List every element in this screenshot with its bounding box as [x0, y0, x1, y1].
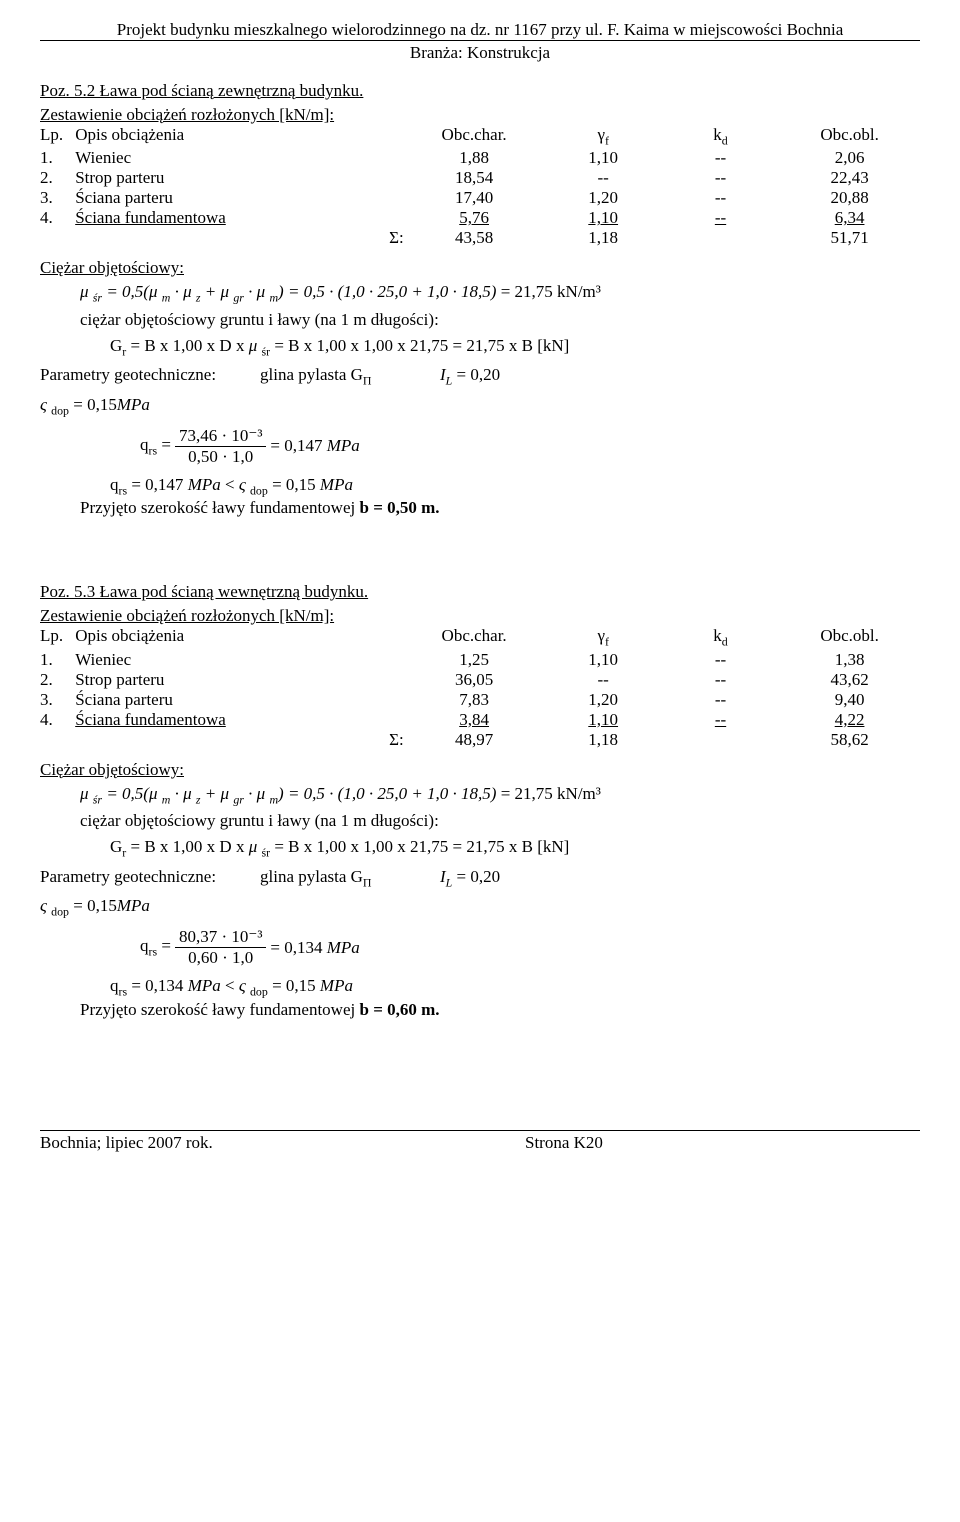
table-row: 2.Strop parteru18,54----22,43 — [40, 168, 920, 188]
page-header-subtitle: Branża: Konstrukcja — [40, 43, 920, 63]
ciezar-title-1: Ciężar objętościowy: — [40, 258, 920, 278]
qrs-formula-1: qrs = 73,46 · 10⁻³ 0,50 · 1,0 = 0,147 MP… — [140, 426, 920, 467]
geo-params-1: Parametry geotechniczne: glina pylasta G… — [40, 365, 920, 388]
col-kd: kd — [662, 125, 779, 148]
table-row: 3.Ściana parteru7,831,20--9,40 — [40, 690, 920, 710]
sum-row: Σ:43,581,1851,71 — [40, 228, 920, 248]
page-header-title: Projekt budynku mieszkalnego wielorodzin… — [40, 20, 920, 41]
section-title-5-3: Poz. 5.3 Ława pod ścianą wewnętrzną budy… — [40, 582, 920, 602]
gr-formula-2: Gr = B x 1,00 x D x μ śr = B x 1,00 x 1,… — [40, 837, 920, 860]
qrs-compare-1: qrs = 0,147 MPa < ς dop = 0,15 MPa — [40, 475, 920, 498]
il-value: IL = 0,20 — [440, 867, 500, 890]
table-row: 4.Ściana fundamentowa3,841,10--4,22 — [40, 710, 920, 730]
loads-header-row: Lp. Opis obciążenia Obc.char. γf kd Obc.… — [40, 125, 920, 148]
geo-label: Parametry geotechniczne: — [40, 365, 260, 388]
loads-title-2: Zestawienie obciążeń rozłożonych [kN/m]: — [40, 606, 920, 626]
loads-table-1: Lp. Opis obciążenia Obc.char. γf kd Obc.… — [40, 125, 920, 248]
loads-header-row: Lp. Opis obciążenia Obc.char. γf kd Obc.… — [40, 626, 920, 649]
qrs-compare-2: qrs = 0,134 MPa < ς dop = 0,15 MPa — [40, 976, 920, 999]
loads-table-2: Lp. Opis obciążenia Obc.char. γf kd Obc.… — [40, 626, 920, 749]
sigma-dop-1: ς dop = 0,15MPa — [40, 395, 920, 418]
ciezar-grunt-line-1: ciężar objętościowy gruntu i ławy (na 1 … — [40, 310, 920, 330]
conclusion-2: Przyjęto szerokość ławy fundamentowej b … — [40, 1000, 920, 1020]
gr-formula-1: Gr = B x 1,00 x D x μ śr = B x 1,00 x 1,… — [40, 336, 920, 359]
footer-left: Bochnia; lipiec 2007 rok. — [40, 1133, 435, 1153]
geo-label: Parametry geotechniczne: — [40, 867, 260, 890]
table-row: 4.Ściana fundamentowa5,761,10--6,34 — [40, 208, 920, 228]
geo-soil: glina pylasta GΠ — [260, 867, 440, 890]
page-footer: Bochnia; lipiec 2007 rok. Strona K20 — [40, 1130, 920, 1153]
ciezar-title-2: Ciężar objętościowy: — [40, 760, 920, 780]
geo-soil: glina pylasta GΠ — [260, 365, 440, 388]
col-char: Obc.char. — [404, 125, 545, 148]
sum-row: Σ:48,971,1858,62 — [40, 730, 920, 750]
table-row: 3.Ściana parteru17,401,20--20,88 — [40, 188, 920, 208]
loads-title-1: Zestawienie obciążeń rozłożonych [kN/m]: — [40, 105, 920, 125]
mu-formula-2: μ śr = 0,5(μ m · μ z + μ gr · μ m) = 0,5… — [80, 784, 920, 807]
qrs-formula-2: qrs = 80,37 · 10⁻³ 0,60 · 1,0 = 0,134 MP… — [140, 927, 920, 968]
section-title-5-2: Poz. 5.2 Ława pod ścianą zewnętrzną budy… — [40, 81, 920, 101]
geo-params-2: Parametry geotechniczne: glina pylasta G… — [40, 867, 920, 890]
mu-formula-1: μ śr = 0,5(μ m · μ z + μ gr · μ m) = 0,5… — [80, 282, 920, 305]
col-gamma: γf — [545, 125, 662, 148]
table-row: 1.Wieniec1,251,10--1,38 — [40, 650, 920, 670]
table-row: 1.Wieniec1,881,10--2,06 — [40, 148, 920, 168]
il-value: IL = 0,20 — [440, 365, 500, 388]
sigma-dop-2: ς dop = 0,15MPa — [40, 896, 920, 919]
ciezar-grunt-line-2: ciężar objętościowy gruntu i ławy (na 1 … — [40, 811, 920, 831]
conclusion-1: Przyjęto szerokość ławy fundamentowej b … — [40, 498, 920, 518]
table-row: 2.Strop parteru36,05----43,62 — [40, 670, 920, 690]
col-lp: Lp. — [40, 125, 75, 148]
col-opis: Opis obciążenia — [75, 125, 404, 148]
col-obl: Obc.obl. — [779, 125, 920, 148]
footer-right: Strona K20 — [435, 1133, 920, 1153]
